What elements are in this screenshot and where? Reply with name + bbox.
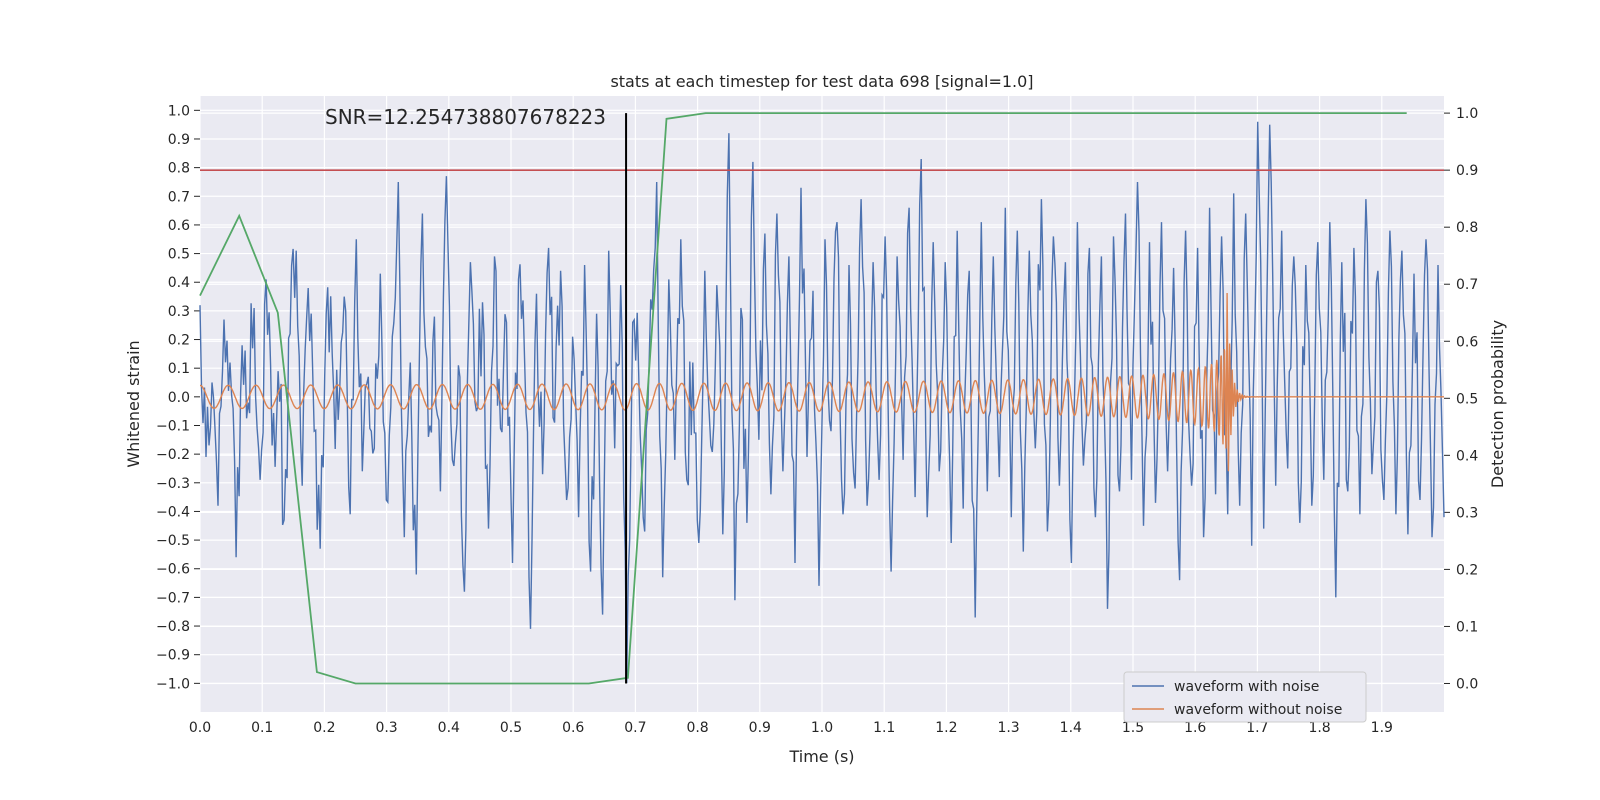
y-tick-label: 0.5 xyxy=(168,247,190,263)
snr-annotation: SNR=12.254738807678223 xyxy=(325,105,606,129)
y2-tick-label: 0.9 xyxy=(1456,163,1478,179)
y-tick-label: 0.9 xyxy=(168,132,190,148)
y2-tick-label: 0.0 xyxy=(1456,676,1478,692)
x-axis-label: Time (s) xyxy=(788,747,854,766)
y2-tick-label: 0.1 xyxy=(1456,619,1478,635)
x-tick-label: 0.9 xyxy=(749,720,771,736)
x-tick-label: 1.2 xyxy=(935,720,957,736)
x-tick-label: 0.5 xyxy=(500,720,522,736)
x-tick-label: 1.5 xyxy=(1122,720,1144,736)
x-tick-label: 1.3 xyxy=(997,720,1019,736)
y2-tick-label: 0.3 xyxy=(1456,505,1478,521)
series-detection-probability xyxy=(199,112,1407,685)
y2-tick-label: 0.4 xyxy=(1456,448,1478,464)
y-tick-label: −0.3 xyxy=(156,476,190,492)
x-tick-label: 1.1 xyxy=(873,720,895,736)
y-tick-label: −0.8 xyxy=(156,619,190,635)
x-tick-label: 0.2 xyxy=(313,720,335,736)
y-axis-label: Whitened strain xyxy=(124,340,143,467)
y2-tick-label: 0.7 xyxy=(1456,277,1478,293)
series-waveform-with-noise xyxy=(199,121,1445,684)
y-tick-label: −0.9 xyxy=(156,648,190,664)
legend-box xyxy=(1123,671,1367,723)
x-tick-label: 1.0 xyxy=(811,720,833,736)
series-waveform-without-noise xyxy=(200,292,1444,472)
series-layer xyxy=(199,112,1445,685)
y2-tick-label: 0.8 xyxy=(1456,220,1478,236)
chart-title: stats at each timestep for test data 698… xyxy=(610,72,1033,91)
y-tick-label: 0.2 xyxy=(168,333,190,349)
x-tick-label: 0.8 xyxy=(686,720,708,736)
x-tick-label: 1.9 xyxy=(1371,720,1393,736)
y2-axis-label: Detection probability xyxy=(1488,320,1507,488)
legend: waveform with noise waveform without noi… xyxy=(1123,671,1367,723)
y-tick-label: 0.3 xyxy=(168,304,190,320)
y-tick-label: −0.1 xyxy=(156,418,190,434)
x-tick-label: 0.4 xyxy=(438,720,460,736)
x-tick-label: 1.8 xyxy=(1308,720,1330,736)
y-tick-label: 0.0 xyxy=(168,390,190,406)
y-tick-label: −0.5 xyxy=(156,533,190,549)
y-tick-label: 0.7 xyxy=(168,189,190,205)
legend-label-clean: waveform without noise xyxy=(1174,702,1342,718)
y-tick-label: 0.8 xyxy=(168,161,190,177)
legend-label-noisy: waveform with noise xyxy=(1174,679,1319,695)
y-tick-label: 0.1 xyxy=(168,361,190,377)
y2-tick-label: 0.6 xyxy=(1456,334,1478,350)
y-tick-label: −0.4 xyxy=(156,504,190,520)
y-tick-label: −0.7 xyxy=(156,590,190,606)
y-tick-label: −0.6 xyxy=(156,562,190,578)
ticks: 0.0 0.1 0.2 0.3 0.4 0.5 0.6 0.7 0.8 0.9 1.0 1.1 1.2 1… xyxy=(156,103,1478,736)
x-tick-label: 0.6 xyxy=(562,720,584,736)
x-tick-label: 0.0 xyxy=(189,720,211,736)
x-tick-label: 0.7 xyxy=(624,720,646,736)
x-tick-label: 0.3 xyxy=(375,720,397,736)
y2-tick-label: 0.5 xyxy=(1456,391,1478,407)
x-tick-label: 0.1 xyxy=(251,720,273,736)
y2-tick-label: 0.2 xyxy=(1456,562,1478,578)
x-tick-label: 1.6 xyxy=(1184,720,1206,736)
y-tick-label: 0.6 xyxy=(168,218,190,234)
y-tick-label: 0.4 xyxy=(168,275,190,291)
x-tick-label: 1.4 xyxy=(1060,720,1082,736)
x-tick-label: 1.7 xyxy=(1246,720,1268,736)
y-tick-label: −0.2 xyxy=(156,447,190,463)
y-tick-label: 1.0 xyxy=(168,103,190,119)
y2-tick-label: 1.0 xyxy=(1456,106,1478,122)
y-tick-label: −1.0 xyxy=(156,676,190,692)
